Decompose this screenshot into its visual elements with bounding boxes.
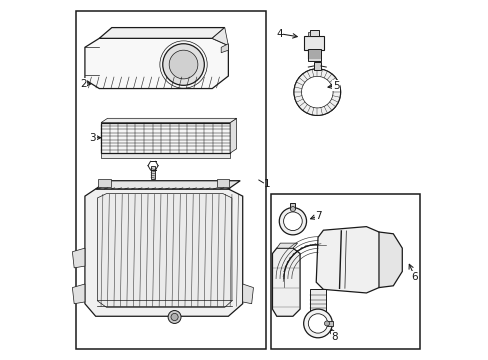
Polygon shape [97,194,231,307]
Circle shape [303,309,332,338]
Text: 1: 1 [264,179,270,189]
Bar [290,203,295,209]
Text: 5: 5 [332,81,339,91]
Polygon shape [99,28,224,39]
Circle shape [163,44,204,85]
Circle shape [283,212,302,230]
Bar [101,123,230,153]
Polygon shape [101,118,236,123]
Circle shape [324,321,329,326]
Polygon shape [72,248,85,268]
Polygon shape [316,226,389,293]
Bar [271,194,419,348]
Bar [216,179,229,187]
Text: 4: 4 [276,29,283,39]
Polygon shape [230,118,236,153]
Polygon shape [96,181,240,189]
Text: 2: 2 [80,79,86,89]
Polygon shape [276,243,297,248]
Bar [313,62,320,69]
Circle shape [290,207,295,212]
Bar [304,36,324,50]
Bar [307,49,320,60]
Circle shape [169,50,198,79]
Circle shape [293,69,340,116]
Bar [76,12,265,348]
Polygon shape [378,232,402,288]
Bar [326,321,333,326]
Polygon shape [221,44,228,53]
Text: 8: 8 [331,332,338,342]
Polygon shape [212,28,228,45]
Text: 7: 7 [314,211,321,221]
Circle shape [171,314,178,320]
Circle shape [279,208,306,235]
Bar [98,179,111,187]
Polygon shape [272,248,300,316]
Bar [307,32,309,36]
Text: 3: 3 [89,133,96,143]
Bar [151,166,155,179]
Polygon shape [85,39,228,89]
Circle shape [168,311,181,323]
Circle shape [308,314,327,333]
Text: 6: 6 [411,272,417,282]
Circle shape [301,76,332,108]
Polygon shape [72,284,85,304]
Bar [309,30,318,36]
Polygon shape [85,189,242,316]
Bar [309,289,325,318]
Bar [101,153,230,158]
Polygon shape [242,284,253,304]
